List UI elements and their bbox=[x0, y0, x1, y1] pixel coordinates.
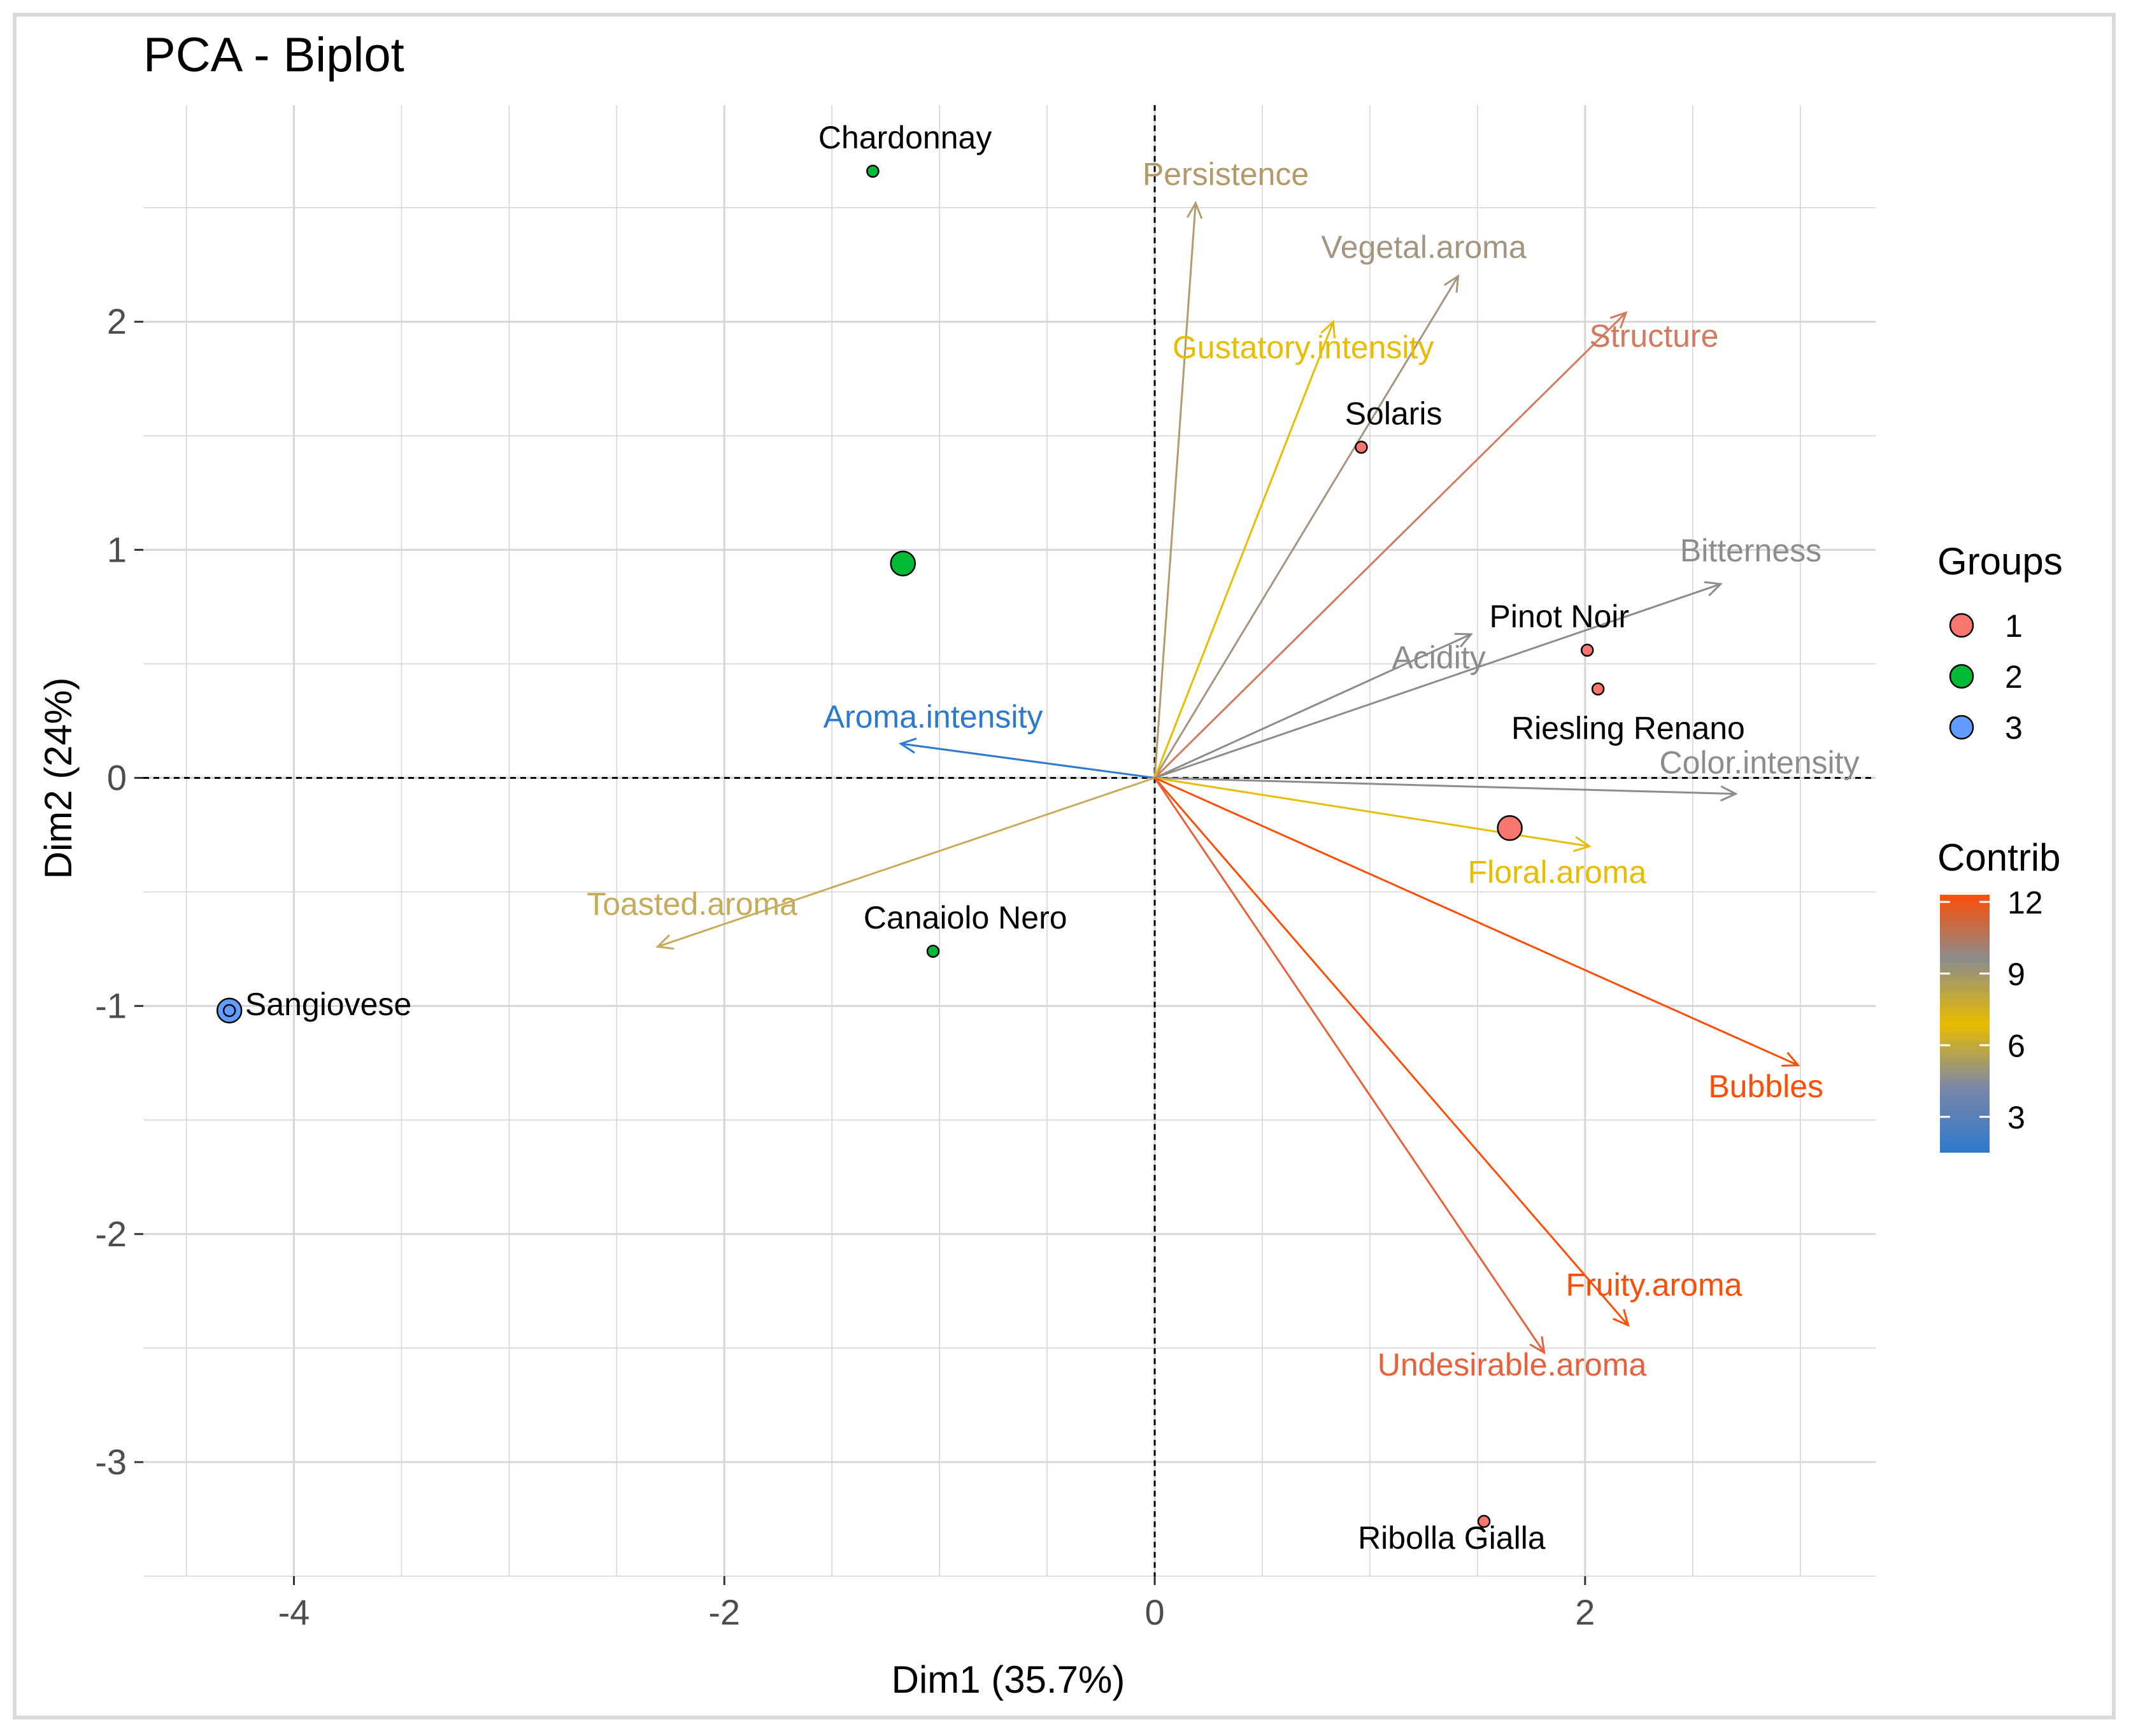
variable-label: Aroma.intensity bbox=[823, 699, 1043, 735]
individual-label: Riesling Renano bbox=[1511, 711, 1745, 746]
variable-arrow bbox=[1153, 203, 1197, 778]
variable-label: Bitterness bbox=[1680, 532, 1821, 568]
contrib-legend-title: Contrib bbox=[1937, 836, 2060, 879]
variable-label: Floral.aroma bbox=[1468, 854, 1647, 890]
groups-legend-key bbox=[1949, 664, 1974, 689]
individual-point bbox=[1580, 643, 1594, 657]
individual-point bbox=[926, 944, 940, 958]
contrib-colorbar bbox=[1940, 895, 1990, 1153]
contrib-tick-label: 9 bbox=[2007, 957, 2025, 992]
variable-arrowhead bbox=[655, 934, 674, 950]
variable-arrowhead bbox=[1454, 632, 1473, 648]
variable-arrowhead bbox=[898, 737, 917, 754]
variable-arrowhead bbox=[1609, 311, 1628, 329]
x-tick-label: -2 bbox=[708, 1592, 740, 1632]
groups-legend-label: 3 bbox=[2005, 710, 2023, 746]
variable-arrowhead bbox=[1320, 320, 1336, 339]
plot-frame bbox=[13, 13, 2116, 1719]
axes: -4 -2 0 2 -3 -2 -1 0 1 2 bbox=[95, 301, 1595, 1632]
variable-arrow bbox=[657, 777, 1155, 948]
variable-arrowhead bbox=[1187, 201, 1203, 219]
variable-arrow bbox=[1153, 275, 1459, 779]
individual-label: Canaiolo Nero bbox=[864, 900, 1067, 936]
individual-label: Ribolla Gialla bbox=[1358, 1520, 1546, 1556]
variable-label: Acidity bbox=[1392, 640, 1485, 676]
variable-label: Bubbles bbox=[1708, 1069, 1823, 1104]
individual-point bbox=[1591, 682, 1605, 696]
variable-arrowhead bbox=[1720, 785, 1738, 802]
individual-label: Chardonnay bbox=[818, 120, 992, 155]
contrib-tick-label: 12 bbox=[2007, 885, 2043, 920]
individual-label: Solaris bbox=[1345, 395, 1443, 431]
variable-label: Structure bbox=[1590, 318, 1719, 354]
variable-label: Persistence bbox=[1143, 156, 1309, 192]
variable-arrow bbox=[1153, 321, 1334, 779]
groups-legend-label: 1 bbox=[2005, 608, 2023, 644]
variable-arrow bbox=[1155, 777, 1736, 795]
contrib-tick-label: 3 bbox=[2007, 1100, 2025, 1135]
y-tick-label: 1 bbox=[107, 529, 127, 569]
individual-points bbox=[216, 164, 1605, 1528]
contrib-tick-label: 6 bbox=[2007, 1028, 2025, 1064]
variable-label: Undesirable.aroma bbox=[1378, 1347, 1647, 1383]
variable-label: Color.intensity bbox=[1660, 744, 1860, 780]
y-tick-label: 2 bbox=[107, 301, 127, 341]
y-tick-label: -3 bbox=[95, 1442, 127, 1482]
variable-arrowhead bbox=[1612, 1309, 1630, 1327]
variable-arrowhead bbox=[1573, 836, 1592, 852]
x-tick-label: 0 bbox=[1144, 1592, 1164, 1632]
point-labels: Persistence Vegetal.aroma Structure Gustato… bbox=[245, 120, 1860, 1556]
variable-label: Gustatory.intensity bbox=[1172, 330, 1434, 366]
variable-arrow bbox=[1154, 777, 1799, 1067]
contrib-legend: Contrib 3 6 9 12 bbox=[1937, 836, 2060, 1153]
y-tick-label: -2 bbox=[95, 1214, 127, 1254]
y-axis-label: Dim2 (24%) bbox=[37, 678, 80, 879]
x-tick-label: -4 bbox=[278, 1592, 310, 1632]
variable-arrow bbox=[1154, 311, 1627, 779]
variable-label: Toasted.aroma bbox=[587, 886, 797, 921]
individual-point bbox=[1477, 1514, 1491, 1528]
variable-arrow bbox=[1154, 633, 1472, 779]
variable-arrowhead bbox=[1781, 1051, 1800, 1067]
variable-arrow bbox=[901, 743, 1155, 779]
group-centroid-point bbox=[890, 550, 916, 577]
y-tick-label: 0 bbox=[107, 758, 127, 798]
individual-point bbox=[1355, 440, 1368, 454]
individual-point bbox=[222, 1004, 236, 1018]
variable-arrows bbox=[655, 201, 1800, 1355]
chart-title: PCA - Biplot bbox=[143, 28, 404, 82]
individual-point bbox=[866, 164, 880, 178]
x-axis-label: Dim1 (35.7%) bbox=[892, 1658, 1125, 1701]
variable-arrow bbox=[1153, 777, 1545, 1353]
y-tick-label: -1 bbox=[95, 986, 127, 1026]
variable-arrowhead bbox=[1443, 274, 1460, 293]
variable-arrowhead bbox=[1529, 1336, 1546, 1355]
variable-label: Vegetal.aroma bbox=[1321, 229, 1527, 265]
variable-arrow bbox=[1153, 777, 1629, 1327]
groups-legend-key bbox=[1949, 715, 1974, 740]
individual-label: Pinot Noir bbox=[1490, 599, 1630, 634]
groups-legend-label: 2 bbox=[2005, 659, 2023, 695]
groups-legend-title: Groups bbox=[1937, 540, 2063, 583]
variable-label: Fruity.aroma bbox=[1566, 1267, 1743, 1302]
groups-legend: Groups 1 2 3 bbox=[1937, 540, 2063, 746]
groups-legend-key bbox=[1949, 613, 1974, 638]
zero-reference-lines bbox=[143, 105, 1876, 1576]
individual-label: Sangiovese bbox=[245, 986, 411, 1022]
variable-arrow bbox=[1154, 583, 1721, 779]
x-tick-label: 2 bbox=[1575, 1592, 1595, 1632]
variable-arrowhead bbox=[1704, 581, 1723, 597]
group-centroid-point bbox=[1497, 815, 1523, 841]
